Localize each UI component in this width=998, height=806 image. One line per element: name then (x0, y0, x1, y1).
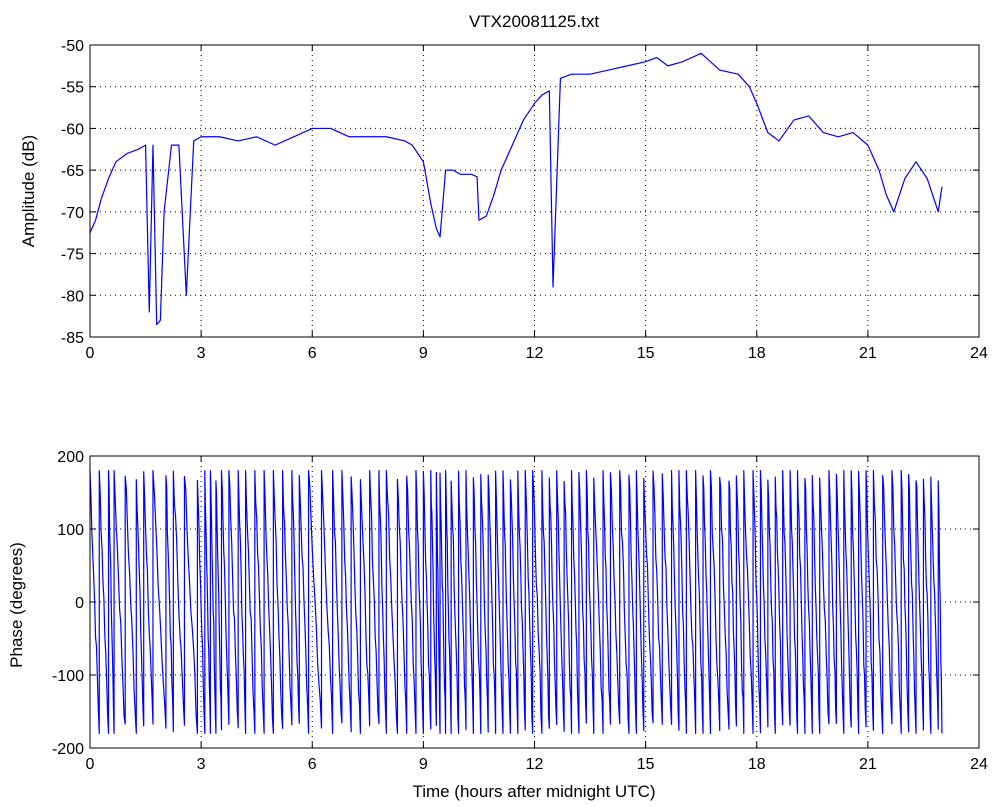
amplitude-x-tick-label: 12 (526, 345, 544, 362)
phase-x-tick-label: 6 (308, 756, 317, 773)
amplitude-y-tick-label: -85 (61, 330, 84, 347)
amplitude-x-tick-label: 18 (748, 345, 766, 362)
phase-panel: 0 3 6 9 12 15 18 21 24 200 100 0 -100 -200 (52, 449, 988, 773)
phase-x-axis-label: Time (hours after midnight UTC) (412, 782, 655, 801)
amplitude-x-tick-label: 0 (86, 345, 95, 362)
amplitude-y-tick-label: -55 (61, 80, 84, 97)
amplitude-y-axis-label: Amplitude (dB) (19, 135, 38, 247)
phase-y-axis-label: Phase (degrees) (7, 542, 26, 668)
phase-y-tick-label: -200 (52, 741, 84, 758)
amplitude-y-tick-label: -70 (61, 205, 84, 222)
amplitude-x-tick-label: 9 (419, 345, 428, 362)
phase-x-tick-label: 18 (748, 756, 766, 773)
phase-y-tick-label: 200 (57, 449, 84, 466)
amplitude-series-line (89, 52, 943, 326)
amplitude-panel: 0 3 6 9 12 15 18 21 24 -50 -55 -60 -65 -70 -75 -80 -85 (61, 38, 988, 362)
phase-x-tick-label: 21 (859, 756, 877, 773)
amplitude-y-tick-label: -80 (61, 288, 84, 305)
phase-x-tick-label: 12 (526, 756, 544, 773)
amplitude-x-tick-label: 21 (859, 345, 877, 362)
amplitude-y-tick-label: -75 (61, 247, 84, 264)
phase-y-tick-label: 0 (75, 595, 84, 612)
amplitude-y-tick-label: -50 (61, 38, 84, 55)
phase-series-line (89, 470, 943, 734)
amplitude-chart-title: VTX20081125.txt (469, 12, 599, 31)
amplitude-x-tick-label: 3 (197, 345, 206, 362)
phase-x-tick-label: 9 (419, 756, 428, 773)
amplitude-x-tick-label: 6 (308, 345, 317, 362)
phase-x-tick-label: 3 (197, 756, 206, 773)
amplitude-x-tick-label: 24 (970, 345, 988, 362)
amplitude-y-tick-label: -65 (61, 163, 84, 180)
amplitude-y-tick-label: -60 (61, 121, 84, 138)
phase-x-tick-label: 0 (86, 756, 95, 773)
amplitude-x-tick-label: 15 (637, 345, 655, 362)
phase-x-tick-label: 15 (637, 756, 655, 773)
phase-y-tick-label: -100 (52, 668, 84, 685)
phase-x-tick-label: 24 (970, 756, 988, 773)
phase-y-tick-label: 100 (57, 522, 84, 539)
